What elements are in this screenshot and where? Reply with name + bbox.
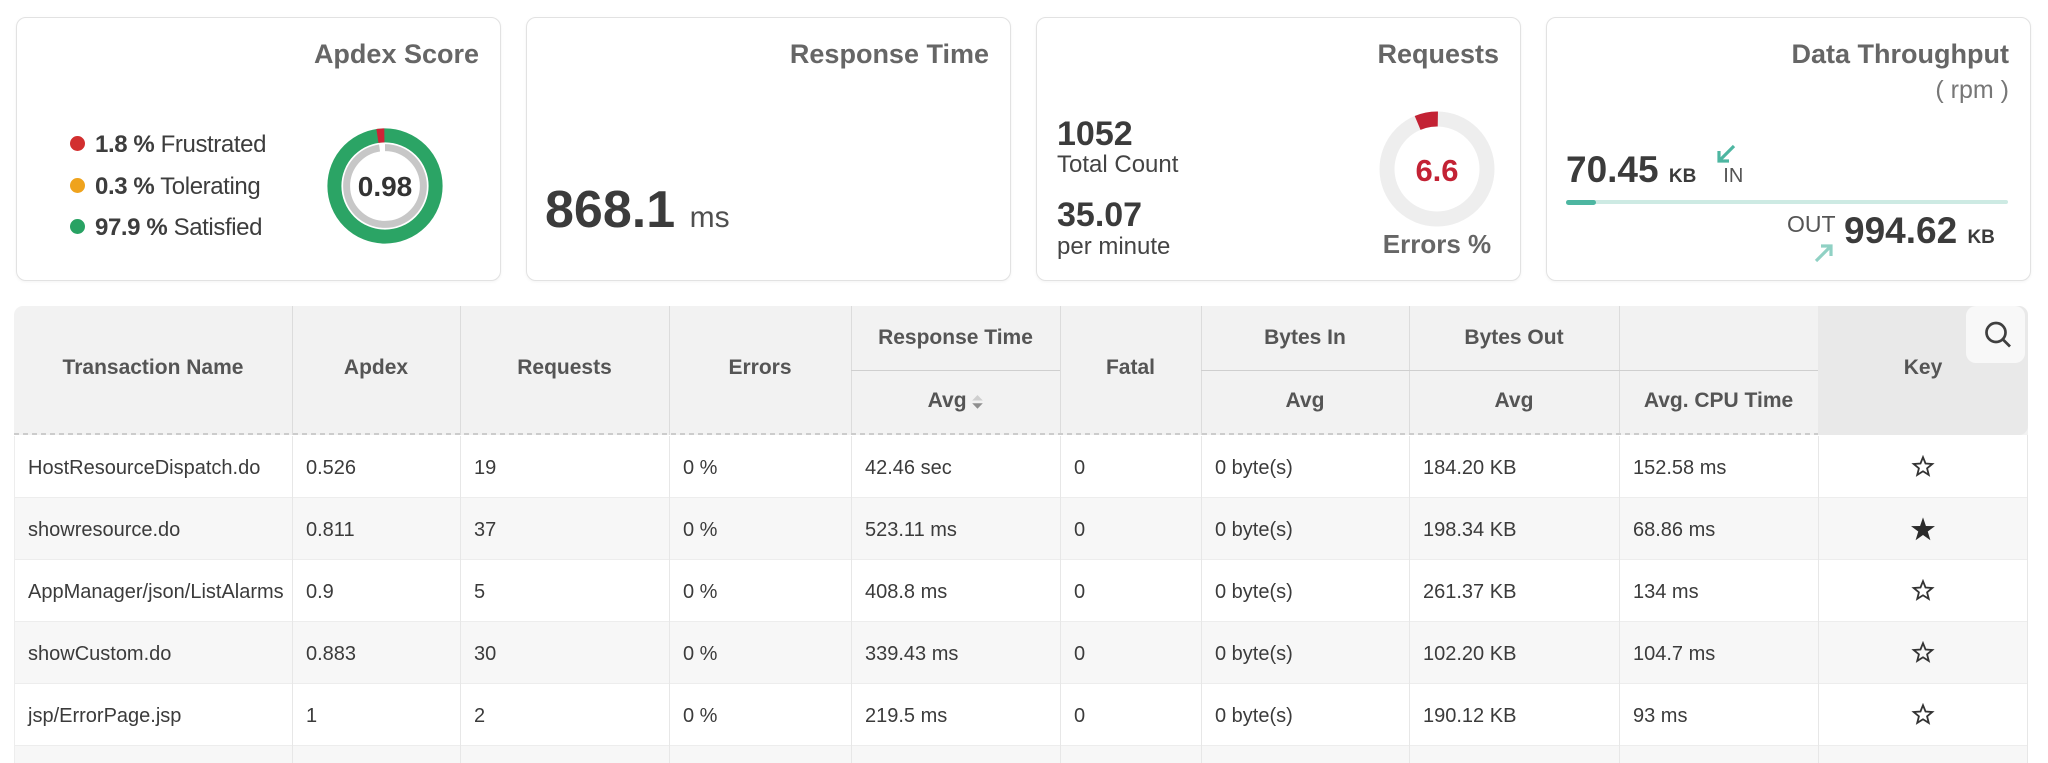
svg-text:0.98: 0.98 xyxy=(358,171,413,202)
svg-text:6.6: 6.6 xyxy=(1415,153,1458,188)
